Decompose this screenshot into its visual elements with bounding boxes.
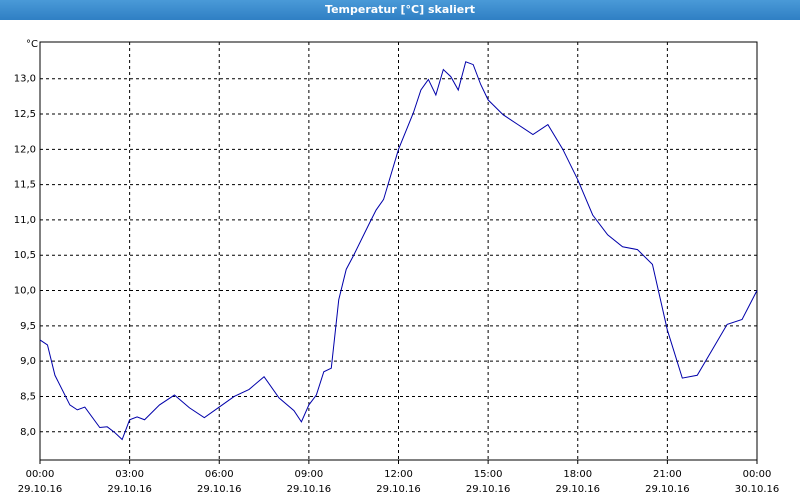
y-unit: °C (26, 39, 38, 50)
x-tick-date: 29.10.16 (287, 484, 332, 495)
y-tick-label: 9,5 (20, 321, 36, 332)
x-tick-date: 29.10.16 (376, 484, 421, 495)
x-tick-label: 00:00 (743, 469, 772, 480)
x-tick-label: 15:00 (474, 469, 503, 480)
x-tick-label: 21:00 (653, 469, 682, 480)
title-bar (0, 0, 800, 20)
x-tick-label: 12:00 (384, 469, 413, 480)
x-tick-date: 29.10.16 (197, 484, 242, 495)
y-tick-label: 10,0 (14, 286, 36, 297)
y-tick-label: 12,0 (14, 144, 36, 155)
y-tick-label: 8,0 (20, 427, 36, 438)
y-tick-label: 8,5 (20, 391, 36, 402)
x-tick-date: 29.10.16 (18, 484, 63, 495)
x-tick-label: 18:00 (563, 469, 592, 480)
x-tick-date: 30.10.16 (735, 484, 780, 495)
x-tick-label: 03:00 (115, 469, 144, 480)
x-tick-label: 09:00 (294, 469, 323, 480)
x-tick-label: 06:00 (205, 469, 234, 480)
y-tick-label: 13,0 (14, 74, 36, 85)
x-tick-label: 00:00 (26, 469, 55, 480)
x-tick-date: 29.10.16 (466, 484, 511, 495)
y-tick-label: 11,0 (14, 215, 36, 226)
y-tick-label: 11,5 (14, 180, 36, 191)
x-tick-date: 29.10.16 (555, 484, 600, 495)
chart-title: Temperatur [°C] skaliert (325, 3, 475, 16)
y-tick-label: 9,0 (20, 356, 36, 367)
x-tick-date: 29.10.16 (645, 484, 690, 495)
y-tick-label: 12,5 (14, 109, 36, 120)
line-series (39, 61, 758, 441)
x-tick-date: 29.10.16 (107, 484, 152, 495)
y-tick-label: 10,5 (14, 250, 36, 261)
